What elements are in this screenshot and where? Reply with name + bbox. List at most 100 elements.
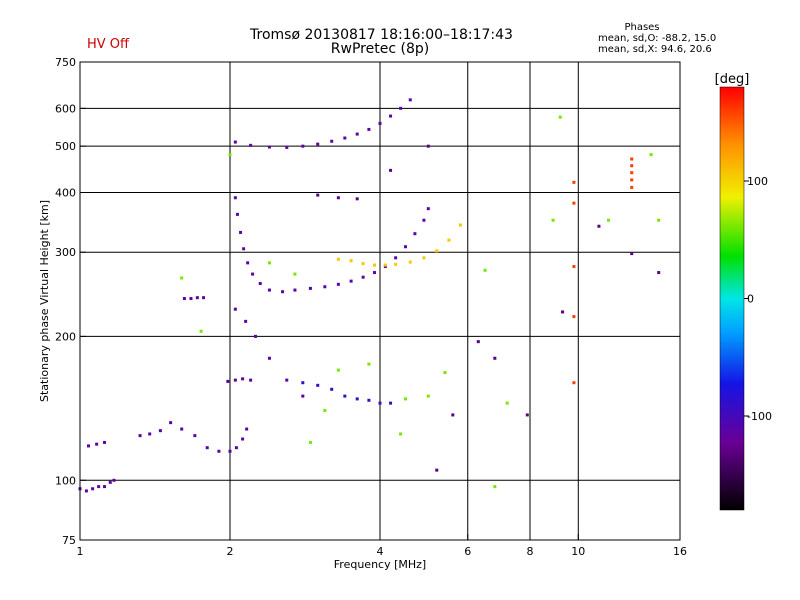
echo-point — [476, 340, 480, 344]
echo-point — [95, 442, 99, 446]
echo-point — [403, 397, 407, 401]
x-tick-label: 8 — [527, 545, 534, 558]
echo-point — [630, 185, 634, 189]
x-axis-label: Frequency [MHz] — [334, 558, 426, 571]
echo-point — [408, 98, 412, 102]
echo-point — [505, 401, 509, 405]
colorbar — [719, 86, 745, 511]
echo-point — [343, 136, 347, 140]
echo-point — [249, 378, 253, 382]
echo-point — [205, 446, 209, 450]
echo-point — [241, 377, 245, 381]
echo-point — [572, 315, 576, 319]
echo-point — [426, 207, 430, 211]
echo-point — [293, 272, 297, 276]
echo-point — [361, 275, 365, 279]
echo-point — [239, 230, 243, 234]
echo-point — [293, 288, 297, 292]
echo-point — [361, 262, 365, 266]
echo-point — [657, 271, 661, 275]
echo-point — [316, 193, 320, 197]
echo-point — [330, 387, 334, 391]
echo-point — [373, 271, 377, 275]
chart-title: Tromsø 20130817 18:16:00–18:17:43 — [250, 27, 513, 43]
echo-point — [435, 468, 439, 472]
colorbar-tick-label: 100 — [747, 175, 768, 188]
echo-point — [228, 153, 232, 157]
echo-point — [630, 178, 634, 182]
colorbar-unit-label: [deg] — [715, 72, 750, 87]
echo-point — [226, 379, 230, 383]
echo-point — [108, 480, 112, 484]
echo-point — [267, 356, 271, 360]
echo-point — [242, 247, 246, 251]
echo-point — [308, 286, 312, 290]
echo-point — [408, 260, 412, 264]
echo-point — [355, 397, 359, 401]
x-tick-label: 1 — [77, 545, 84, 558]
echo-point — [323, 285, 327, 289]
echo-point — [336, 196, 340, 200]
echo-point — [199, 329, 203, 333]
x-tick-label: 6 — [464, 545, 471, 558]
echo-point — [378, 401, 382, 405]
echo-point — [112, 478, 116, 482]
echo-point — [367, 398, 371, 402]
echo-point — [355, 197, 359, 201]
echo-point — [493, 356, 497, 360]
echo-point — [249, 143, 253, 147]
echo-point — [389, 114, 393, 118]
echo-point — [180, 276, 184, 280]
echo-point — [138, 434, 142, 438]
echo-point — [258, 282, 262, 286]
echo-point — [103, 440, 107, 444]
echo-point — [483, 268, 487, 272]
y-tick-label: 500 — [55, 140, 76, 153]
echo-point — [169, 421, 173, 425]
echo-point — [330, 139, 334, 143]
echo-point — [389, 168, 393, 172]
echo-point — [458, 223, 462, 227]
echo-point — [241, 437, 245, 441]
echo-point — [84, 489, 88, 493]
echo-point — [630, 157, 634, 161]
echo-point — [630, 171, 634, 175]
echo-point — [525, 413, 529, 417]
echo-point — [251, 272, 255, 276]
echo-point — [403, 245, 407, 249]
echo-point — [182, 297, 186, 301]
echo-point — [233, 378, 237, 382]
echo-point — [336, 368, 340, 372]
echo-point — [597, 224, 601, 228]
echo-point — [422, 256, 426, 260]
echo-point — [607, 218, 611, 222]
echo-point — [285, 378, 289, 382]
echo-point — [630, 164, 634, 168]
echo-point — [383, 263, 387, 267]
echo-point — [148, 432, 152, 436]
y-tick-label: 400 — [55, 186, 76, 199]
echo-point — [451, 413, 455, 417]
echo-point — [301, 394, 305, 398]
echo-point — [413, 232, 417, 236]
echo-point — [426, 394, 430, 398]
echo-point — [389, 401, 393, 405]
phases-x-stats: mean, sd,X: 94.6, 20.6 — [598, 44, 712, 55]
echo-point — [267, 145, 271, 149]
y-tick-label: 300 — [55, 246, 76, 259]
y-tick-label: 600 — [55, 102, 76, 115]
echo-point — [267, 288, 271, 292]
echo-point — [373, 263, 377, 267]
echo-point — [399, 106, 403, 110]
phases-heading: Phases — [624, 22, 660, 33]
echo-point — [572, 201, 576, 205]
echo-point — [253, 334, 257, 338]
echo-point — [233, 140, 237, 144]
echo-point — [103, 485, 107, 489]
echo-point — [158, 429, 162, 433]
echo-point — [281, 290, 285, 294]
echo-point — [435, 249, 439, 253]
echo-point — [267, 261, 271, 265]
echo-point — [558, 115, 562, 119]
